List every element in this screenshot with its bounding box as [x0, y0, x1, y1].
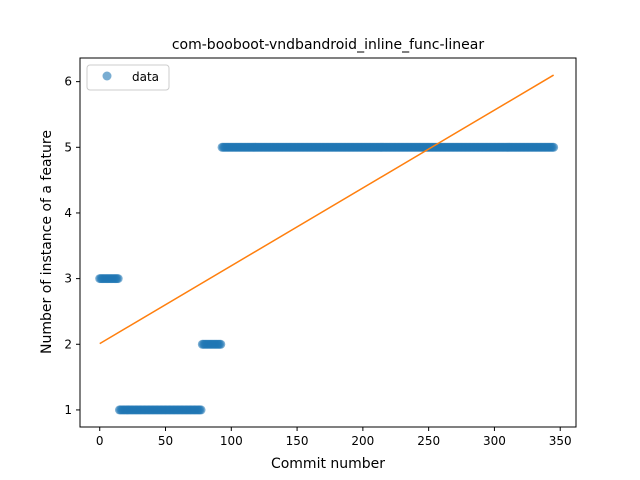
x-tick-label: 50	[158, 434, 173, 448]
x-tick-label: 150	[286, 434, 309, 448]
data-point	[196, 405, 206, 415]
y-tick-label: 4	[64, 206, 72, 220]
data-point	[549, 142, 559, 152]
x-tick-label: 250	[417, 434, 440, 448]
y-tick-label: 5	[64, 140, 72, 154]
y-axis-title: Number of instance of a feature	[39, 130, 55, 354]
x-axis-title: Commit number	[271, 456, 385, 472]
legend: data	[86, 64, 170, 91]
y-tick-label: 6	[64, 75, 72, 89]
fit-line	[99, 74, 555, 345]
x-tick-label: 100	[220, 434, 243, 448]
x-tick-label: 300	[483, 434, 506, 448]
data-point	[113, 274, 123, 284]
x-axis-ticks: 0 50 100 150 200 250 300 350	[96, 427, 572, 448]
chart-title: com-booboot-vndbandroid_inline_func-line…	[172, 37, 485, 53]
x-tick-label: 0	[96, 434, 104, 448]
plot-frame	[79, 57, 577, 428]
x-tick-label: 350	[549, 434, 572, 448]
data-points-layer	[95, 142, 559, 415]
y-tick-label: 1	[64, 403, 72, 417]
y-tick-label: 2	[64, 337, 72, 351]
data-point	[216, 339, 226, 349]
legend-label-data: data	[132, 70, 159, 84]
fit-line-layer	[99, 74, 555, 345]
legend-box	[86, 64, 170, 91]
y-axis-ticks: 1 2 3 4 5 6	[64, 75, 80, 417]
y-tick-label: 3	[64, 272, 72, 286]
legend-marker-data	[102, 71, 112, 81]
plot-area	[80, 58, 576, 427]
x-tick-label: 200	[351, 434, 374, 448]
